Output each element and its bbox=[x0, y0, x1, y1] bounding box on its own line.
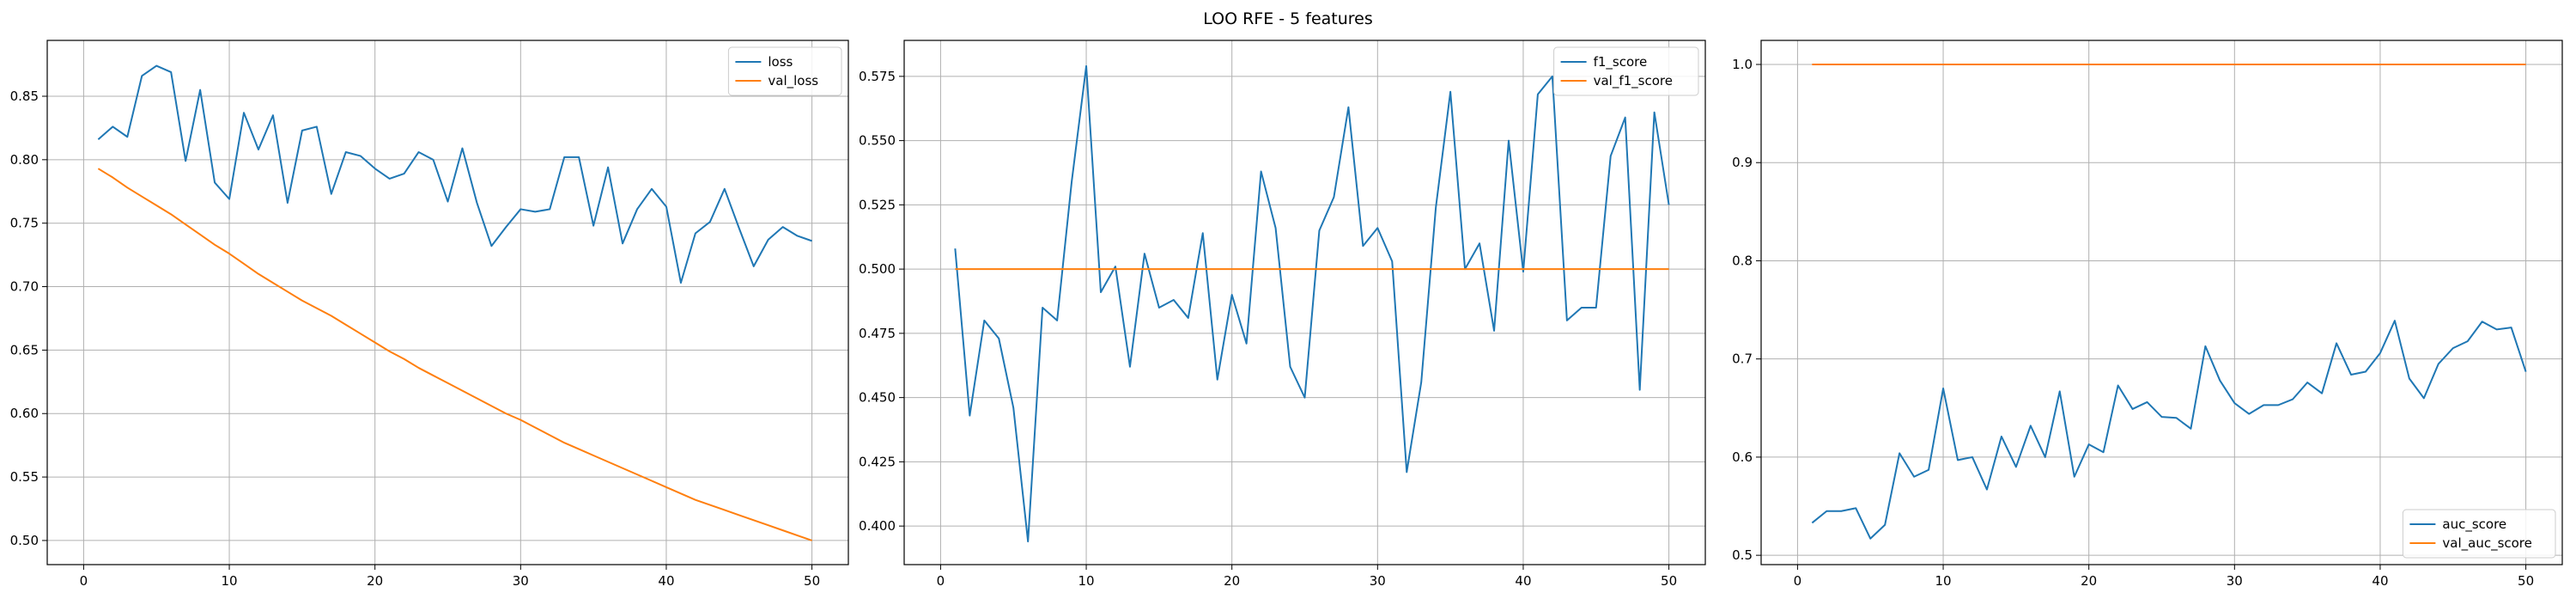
x-tick-label: 40 bbox=[1515, 573, 1531, 589]
legend: loss val_loss bbox=[727, 46, 842, 96]
y-tick-label: 0.450 bbox=[859, 390, 896, 406]
legend-label-val_f1_score: val_f1_score bbox=[1594, 73, 1673, 89]
y-tick-label: 0.5 bbox=[1732, 547, 1753, 563]
legend-box bbox=[1553, 46, 1699, 96]
y-tick-label: 0.400 bbox=[859, 518, 896, 534]
y-tick-label: 0.60 bbox=[10, 406, 39, 421]
legend-label-val_loss: val_loss bbox=[768, 73, 818, 89]
y-tick-label: 0.50 bbox=[10, 533, 39, 548]
y-tick-label: 0.425 bbox=[859, 454, 896, 469]
x-tick-label: 20 bbox=[1224, 573, 1240, 589]
x-tick-label: 0 bbox=[937, 573, 945, 589]
x-tick-label: 20 bbox=[367, 573, 383, 589]
y-tick-label: 0.70 bbox=[10, 279, 39, 295]
chart-panel-3: 0 10 20 30 40 50 0.5 0.6 0.7 0.8 0.9 1.0 auc_scoreva… bbox=[1732, 40, 2563, 589]
legend-box bbox=[2402, 509, 2556, 559]
legend-box bbox=[727, 46, 842, 96]
x-tick-label: 30 bbox=[513, 573, 529, 589]
series-line-loss bbox=[97, 64, 812, 284]
x-tick-label: 0 bbox=[80, 573, 88, 589]
x-tick-label: 0 bbox=[1794, 573, 1802, 589]
legend-label-loss: loss bbox=[768, 54, 793, 70]
x-tick-label: 30 bbox=[1370, 573, 1386, 589]
y-tick-label: 0.7 bbox=[1732, 351, 1753, 367]
x-tick-label: 10 bbox=[1935, 573, 1951, 589]
y-tick-label: 0.80 bbox=[10, 152, 39, 168]
x-tick-label: 30 bbox=[2227, 573, 2243, 589]
y-tick-label: 0.550 bbox=[859, 133, 896, 149]
x-tick-label: 40 bbox=[2372, 573, 2388, 589]
y-tick-label: 1.0 bbox=[1732, 57, 1753, 72]
axes-frame bbox=[46, 40, 849, 565]
y-tick-label: 0.9 bbox=[1732, 155, 1753, 170]
x-tick-label: 10 bbox=[1078, 573, 1094, 589]
axes-frame bbox=[1760, 40, 2563, 565]
series-line-auc_score bbox=[1811, 320, 2527, 540]
figure-title: LOO RFE - 5 features bbox=[1203, 9, 1373, 28]
y-tick-label: 0.525 bbox=[859, 197, 896, 212]
y-tick-label: 0.55 bbox=[10, 469, 39, 485]
series-line-f1_score bbox=[954, 64, 1670, 543]
chart-panel-1: 0 10 20 30 40 50 0.50 0.55 0.60 0.65 0.70 0.75 0.80 0… bbox=[10, 40, 849, 589]
legend: f1_score val_f1_score bbox=[1553, 46, 1699, 96]
y-tick-label: 0.500 bbox=[859, 261, 896, 277]
legend-label-auc_score: auc_score bbox=[2442, 516, 2506, 533]
y-tick-label: 0.6 bbox=[1732, 449, 1753, 465]
x-tick-label: 50 bbox=[1661, 573, 1677, 589]
x-tick-label: 50 bbox=[2518, 573, 2534, 589]
y-tick-label: 0.8 bbox=[1732, 253, 1753, 268]
x-tick-label: 20 bbox=[2081, 573, 2097, 589]
y-tick-label: 0.75 bbox=[10, 216, 39, 231]
series-line-val_loss bbox=[97, 168, 812, 541]
axes-frame bbox=[903, 40, 1706, 565]
chart-panel-2: 0 10 20 30 40 50 0.400 0.425 0.450 0.475 0.500 0.52… bbox=[859, 40, 1706, 589]
y-tick-label: 0.475 bbox=[859, 326, 896, 341]
x-tick-label: 40 bbox=[658, 573, 674, 589]
legend-label-f1_score: f1_score bbox=[1594, 54, 1648, 70]
y-tick-label: 0.575 bbox=[859, 69, 896, 84]
legend-label-val_auc_score: val_auc_score bbox=[2442, 535, 2532, 552]
x-tick-label: 10 bbox=[221, 573, 237, 589]
legend: auc_score val_auc_score bbox=[2402, 509, 2556, 559]
y-tick-label: 0.65 bbox=[10, 342, 39, 358]
x-tick-label: 50 bbox=[804, 573, 820, 589]
y-tick-label: 0.85 bbox=[10, 89, 39, 104]
